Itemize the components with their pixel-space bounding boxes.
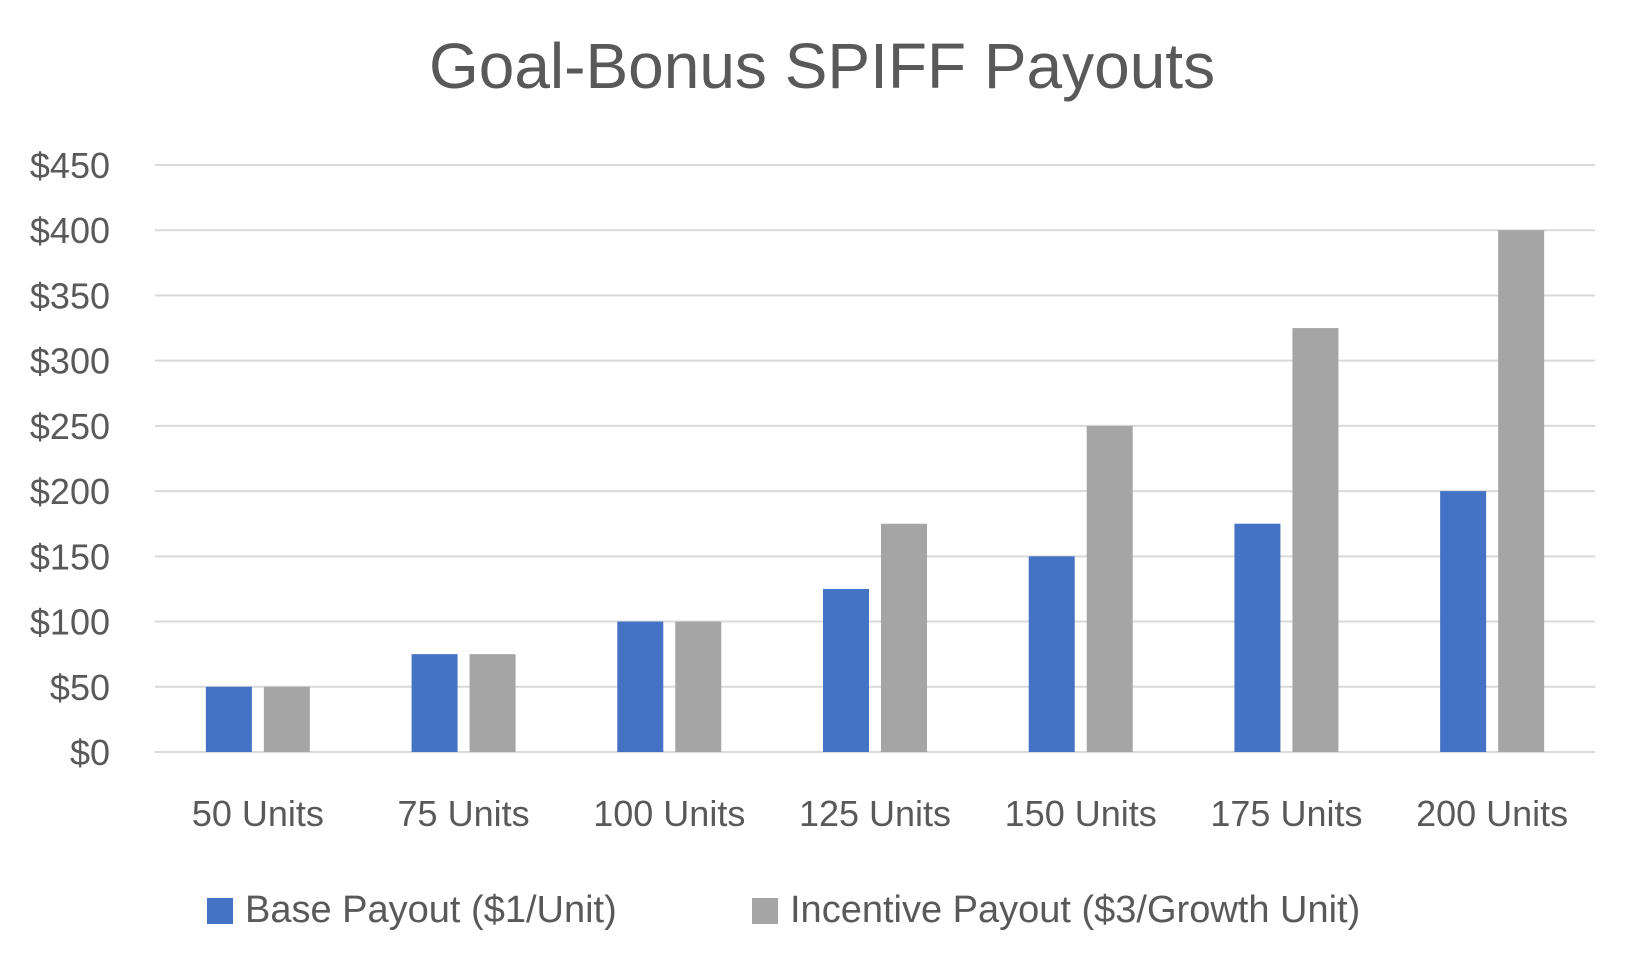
x-axis: 50 Units 75 Units 100 Units 125 Units 150 Un… bbox=[192, 793, 1568, 834]
y-tick-label: $100 bbox=[30, 602, 110, 643]
legend-label: Incentive Payout ($3/Growth Unit) bbox=[790, 889, 1360, 931]
y-tick-label: $150 bbox=[30, 536, 110, 577]
bar-series-1 bbox=[205, 686, 252, 752]
bar-series-1 bbox=[411, 654, 458, 752]
y-tick-label: $50 bbox=[50, 667, 110, 708]
bar-series-2 bbox=[881, 523, 927, 752]
x-tick-label: 50 Units bbox=[192, 793, 324, 834]
bar-series-1 bbox=[1028, 556, 1075, 752]
bar-series-2 bbox=[675, 621, 722, 752]
bar-series-2 bbox=[263, 686, 310, 752]
bar-series-1 bbox=[1234, 523, 1281, 752]
bar-series-2 bbox=[1086, 425, 1133, 752]
legend-label: Base Payout ($1/Unit) bbox=[245, 889, 617, 931]
y-tick-label: $200 bbox=[30, 471, 110, 512]
gridlines bbox=[155, 164, 1595, 753]
bar-series-2 bbox=[1292, 328, 1339, 752]
y-tick-label: $350 bbox=[30, 275, 110, 316]
x-tick-label: 100 Units bbox=[593, 793, 745, 834]
x-tick-label: 75 Units bbox=[398, 793, 530, 834]
x-tick-label: 150 Units bbox=[1005, 793, 1157, 834]
y-tick-label: $250 bbox=[30, 406, 110, 447]
legend-swatch bbox=[207, 898, 233, 924]
bar-series-1 bbox=[617, 621, 664, 752]
chart-title: Goal-Bonus SPIFF Payouts bbox=[429, 30, 1215, 102]
x-tick-label: 125 Units bbox=[799, 793, 951, 834]
bars bbox=[205, 230, 1545, 752]
y-tick-label: $0 bbox=[70, 732, 110, 773]
bar-series-1 bbox=[823, 588, 869, 752]
y-axis: $0 $50 $100 $150 $200 $250 $300 $350 $400 $450 bbox=[30, 145, 110, 773]
y-tick-label: $450 bbox=[30, 145, 110, 186]
bar-series-2 bbox=[469, 654, 516, 752]
bar-series-2 bbox=[1498, 230, 1545, 752]
x-tick-label: 200 Units bbox=[1416, 793, 1568, 834]
legend: Base Payout ($1/Unit) Incentive Payout ($… bbox=[207, 889, 1360, 931]
bar-series-1 bbox=[1440, 491, 1487, 752]
y-tick-label: $400 bbox=[30, 210, 110, 251]
legend-swatch bbox=[752, 898, 778, 924]
x-tick-label: 175 Units bbox=[1210, 793, 1362, 834]
y-tick-label: $300 bbox=[30, 341, 110, 382]
